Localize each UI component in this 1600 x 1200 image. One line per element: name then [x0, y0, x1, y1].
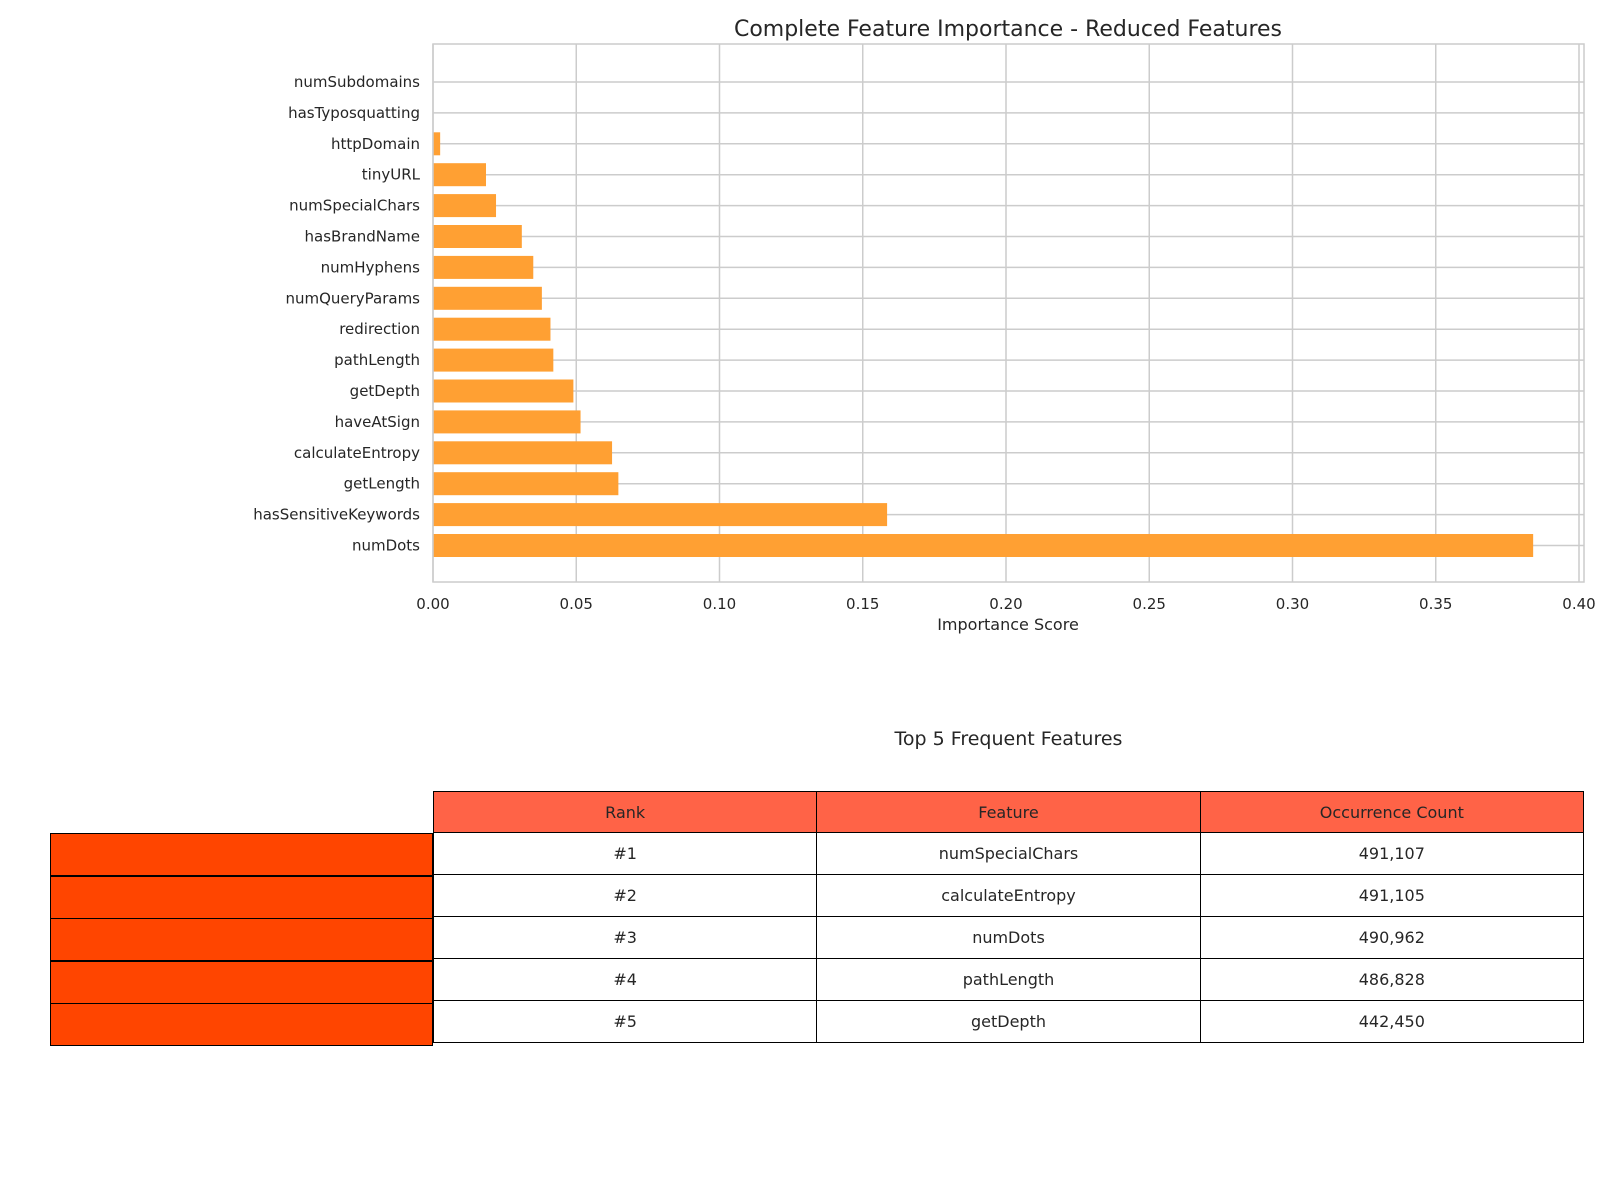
bar-calculateEntropy	[433, 441, 613, 465]
table-row: #1 numSpecialChars 491,107	[432, 832, 1585, 875]
y-tick-label: tinyURL	[362, 166, 421, 184]
y-tick-label: getLength	[344, 475, 420, 493]
table-row: #5 getDepth 442,450	[432, 1000, 1585, 1043]
feature-importance-chart: 0.00 0.05 0.10 0.15 0.20 0.25 0.30 0.35 0.40 numS…	[253, 17, 1596, 634]
table-header-row: Rank Feature Occurrence Count	[432, 791, 1585, 833]
row-header-cell	[50, 960, 433, 1004]
rank-cell: #2	[432, 874, 818, 917]
feature-cell: numSpecialChars	[816, 832, 1201, 875]
top-features-table: Rank Feature Occurrence Count #1 numSpeci…	[432, 791, 1585, 1043]
bar-getDepth	[433, 379, 574, 403]
y-tick-label: calculateEntropy	[294, 444, 420, 462]
x-tick-label: 0.35	[1419, 595, 1452, 613]
bar-numHyphens	[433, 255, 534, 279]
y-tick-label: numSubdomains	[294, 73, 420, 91]
y-tick-label: numQueryParams	[285, 289, 420, 307]
occurrence-count-cell: 442,450	[1199, 1000, 1585, 1043]
y-tick-label: numHyphens	[321, 258, 421, 276]
x-tick-label: 0.40	[1562, 595, 1595, 613]
y-tick-label: hasTyposquatting	[288, 104, 420, 122]
feature-cell: calculateEntropy	[816, 874, 1201, 917]
y-tick-label: getDepth	[350, 382, 420, 400]
row-header-cell	[50, 918, 433, 962]
bar-httpDomain	[433, 132, 441, 156]
x-axis-label: Importance Score	[937, 615, 1079, 634]
row-header-cell	[50, 833, 433, 876]
occurrence-count-cell: 491,107	[1199, 832, 1585, 875]
bar-redirection	[433, 317, 551, 341]
bar-numDots	[433, 534, 1534, 557]
bar-numQueryParams	[433, 286, 542, 310]
table-row: #2 calculateEntropy 491,105	[432, 874, 1585, 917]
table-row: #3 numDots 490,962	[432, 916, 1585, 959]
y-tick-label: hasBrandName	[305, 228, 420, 246]
occurrence-count-cell: 491,105	[1199, 874, 1585, 917]
occurrence-count-cell: 490,962	[1199, 916, 1585, 959]
column-header-rank: Rank	[432, 791, 818, 833]
rank-cell: #3	[432, 916, 818, 959]
y-tick-label: numDots	[352, 537, 420, 555]
column-header-occurrence-count: Occurrence Count	[1199, 791, 1585, 833]
y-tick-label: pathLength	[334, 351, 420, 369]
axis-labels: 0.00 0.05 0.10 0.15 0.20 0.25 0.30 0.35 0.40 numS…	[253, 73, 1596, 613]
grid-lines	[432, 44, 1584, 582]
y-tick-label: numSpecialChars	[289, 197, 420, 215]
bar-tinyURL	[433, 163, 487, 187]
row-header-cell	[50, 1003, 433, 1047]
x-tick-label: 0.25	[1133, 595, 1166, 613]
feature-cell: numDots	[816, 916, 1201, 959]
bars	[433, 132, 1534, 557]
bar-numSpecialChars	[433, 194, 497, 218]
row-header-cell	[50, 875, 433, 919]
chart-title: Complete Feature Importance - Reduced Fe…	[734, 17, 1282, 42]
y-tick-label: haveAtSign	[335, 413, 420, 431]
bar-pathLength	[433, 348, 554, 372]
plot-frame	[432, 43, 1585, 583]
rank-cell: #5	[432, 1000, 818, 1043]
bar-getLength	[433, 472, 619, 496]
rank-cell: #4	[432, 958, 818, 1001]
bar-hasBrandName	[433, 225, 522, 248]
bar-hasSensitiveKeywords	[433, 503, 888, 527]
y-tick-label: hasSensitiveKeywords	[253, 506, 420, 524]
y-tick-label: redirection	[339, 320, 420, 338]
rank-cell: #1	[432, 832, 818, 875]
y-tick-label: httpDomain	[331, 135, 420, 153]
feature-cell: getDepth	[816, 1000, 1201, 1043]
feature-cell: pathLength	[816, 958, 1201, 1001]
x-tick-label: 0.10	[703, 595, 736, 613]
occurrence-count-cell: 486,828	[1199, 958, 1585, 1001]
table-title: Top 5 Frequent Features	[894, 728, 1123, 750]
x-tick-label: 0.30	[1276, 595, 1309, 613]
column-header-feature: Feature	[816, 791, 1201, 833]
bar-haveAtSign	[433, 410, 581, 434]
x-tick-label: 0.05	[560, 595, 593, 613]
x-tick-label: 0.00	[416, 595, 449, 613]
x-tick-label: 0.15	[846, 595, 879, 613]
table-row: #4 pathLength 486,828	[432, 958, 1585, 1001]
x-tick-label: 0.20	[989, 595, 1022, 613]
